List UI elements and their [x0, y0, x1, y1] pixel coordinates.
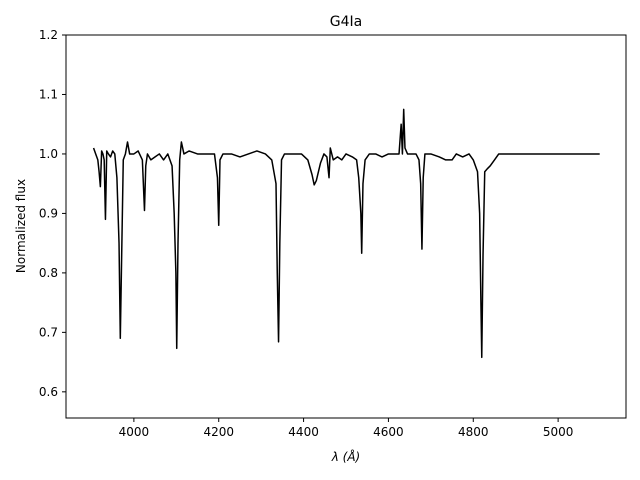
plot-frame — [65, 34, 627, 419]
x-tick-label: 4000 — [119, 425, 150, 439]
y-tick-label: 0.8 — [39, 266, 58, 280]
y-tick-label: 1.2 — [39, 28, 58, 42]
y-axis: 0.6 0.7 0.8 0.9 1.0 1.1 1.2 — [39, 28, 66, 399]
y-tick-label: 0.6 — [39, 385, 58, 399]
x-tick-label: 4400 — [288, 425, 319, 439]
x-tick-label: 4800 — [458, 425, 489, 439]
x-axis: 4000 4200 4400 4600 4800 5000 — [119, 418, 574, 439]
y-tick-label: 0.7 — [39, 325, 58, 339]
x-tick-label: 5000 — [543, 425, 574, 439]
y-axis-label: Normalized flux — [14, 179, 28, 273]
x-tick-label: 4600 — [373, 425, 404, 439]
plot-area — [92, 108, 600, 359]
x-axis-label: λ (Å) — [331, 449, 361, 464]
chart-title: G4Ia — [330, 14, 362, 30]
x-tick-label: 4200 — [203, 425, 234, 439]
y-tick-label: 1.0 — [39, 147, 58, 161]
y-tick-label: 1.1 — [39, 87, 58, 101]
series-line-0 — [92, 108, 600, 359]
y-tick-label: 0.9 — [39, 206, 58, 220]
